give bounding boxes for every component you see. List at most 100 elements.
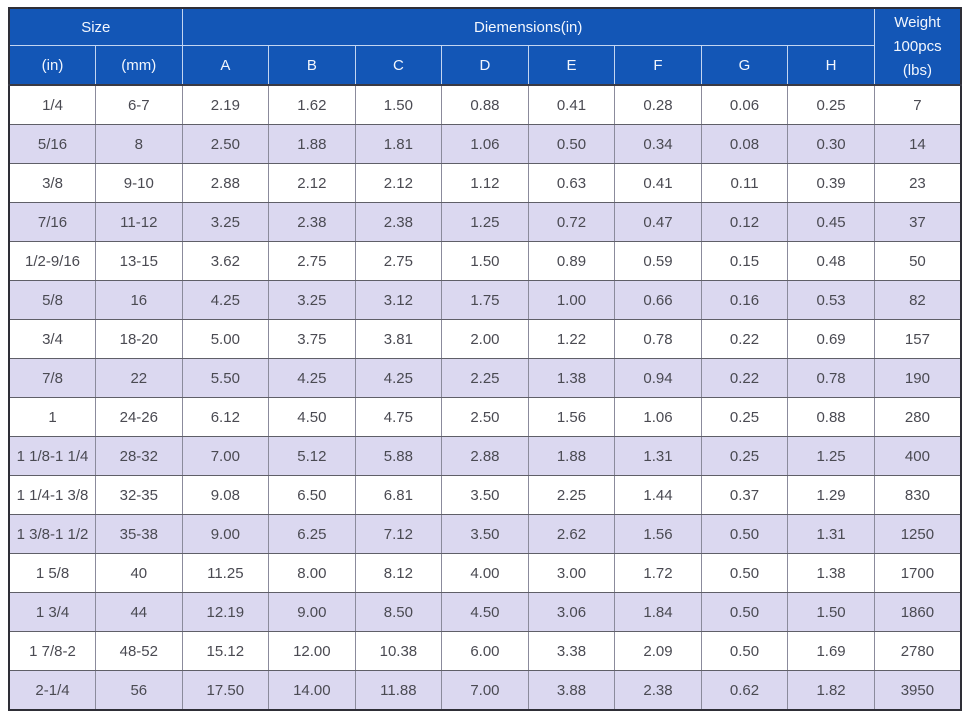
column-header-a: A [181, 45, 270, 86]
table-cell: 2.50 [441, 397, 529, 437]
table-cell: 2.50 [181, 124, 270, 164]
table-cell: 50 [873, 241, 962, 281]
table-cell: 2.62 [527, 514, 616, 554]
table-cell: 4.50 [268, 397, 356, 437]
table-cell: 1.12 [441, 163, 529, 203]
table-cell: 0.88 [787, 397, 875, 437]
table-cell: 0.22 [700, 319, 789, 359]
table-cell: 11-12 [95, 202, 183, 242]
table-cell: 3.50 [441, 514, 529, 554]
table-cell: 400 [873, 436, 962, 476]
table-cell: 1.72 [614, 553, 702, 593]
table-cell: 3.38 [527, 631, 616, 671]
table-cell: 4.75 [354, 397, 443, 437]
table-cell: 1.22 [527, 319, 616, 359]
table-cell: 2.09 [614, 631, 702, 671]
table-cell: 2.12 [354, 163, 443, 203]
table-cell: 1.25 [441, 202, 529, 242]
table-cell: 2-1/4 [8, 670, 97, 711]
table-cell: 2.88 [441, 436, 529, 476]
table-cell: 1.38 [527, 358, 616, 398]
table-cell: 2.00 [441, 319, 529, 359]
table-cell: 13-15 [95, 241, 183, 281]
table-cell: 4.50 [441, 592, 529, 632]
table-cell: 1.31 [787, 514, 875, 554]
table-cell: 9.08 [181, 475, 270, 515]
header-size: Size [8, 7, 183, 46]
table-row: 3/4 18-20 5.00 3.75 3.81 2.00 1.22 0.78 0.22 0.69… [8, 319, 962, 359]
table-cell: 0.50 [700, 631, 789, 671]
table-cell: 7/16 [8, 202, 97, 242]
table-cell: 6.50 [268, 475, 356, 515]
table-row: 1 24-26 6.12 4.50 4.75 2.50 1.56 1.06 0.25 0.88 28… [8, 397, 962, 437]
table-cell: 6-7 [95, 84, 183, 125]
table-cell: 0.63 [527, 163, 616, 203]
table-cell: 0.50 [700, 592, 789, 632]
column-header-f: F [614, 45, 702, 86]
table-row: 1/4 6-7 2.19 1.62 1.50 0.88 0.41 0.28 0.06 0.25 7 [8, 84, 962, 125]
table-cell: 0.89 [527, 241, 616, 281]
table-cell: 6.81 [354, 475, 443, 515]
header-weight: Weight 100pcs (lbs) [873, 7, 962, 86]
table-cell: 0.53 [787, 280, 875, 320]
table-cell: 7/8 [8, 358, 97, 398]
table-row: 1 7/8-2 48-52 15.12 12.00 10.38 6.00 3.38 2.09 0… [8, 631, 962, 671]
table-header: Size Diemensions(in) Weight 100pcs (lbs)… [8, 7, 962, 86]
table-cell: 8 [95, 124, 183, 164]
table-cell: 0.15 [700, 241, 789, 281]
table-cell: 0.72 [527, 202, 616, 242]
table-cell: 7 [873, 84, 962, 125]
column-header-d: D [441, 45, 529, 86]
table-cell: 0.25 [700, 436, 789, 476]
table-row: 5/16 8 2.50 1.88 1.81 1.06 0.50 0.34 0.08 0.30 14 [8, 124, 962, 164]
table-cell: 5.00 [181, 319, 270, 359]
table-cell: 17.50 [181, 670, 270, 711]
table-cell: 40 [95, 553, 183, 593]
table-cell: 0.94 [614, 358, 702, 398]
table-cell: 1.00 [527, 280, 616, 320]
table-cell: 1.29 [787, 475, 875, 515]
table-cell: 28-32 [95, 436, 183, 476]
table-cell: 830 [873, 475, 962, 515]
table-cell: 12.00 [268, 631, 356, 671]
table-cell: 5.50 [181, 358, 270, 398]
table-cell: 15.12 [181, 631, 270, 671]
table-cell: 23 [873, 163, 962, 203]
table-cell: 1.50 [441, 241, 529, 281]
table-cell: 2.75 [354, 241, 443, 281]
table-cell: 0.78 [614, 319, 702, 359]
table-cell: 1.44 [614, 475, 702, 515]
table-cell: 9.00 [181, 514, 270, 554]
table-row: 1 1/8-1 1/4 28-32 7.00 5.12 5.88 2.88 1.88 1.31… [8, 436, 962, 476]
table-cell: 1250 [873, 514, 962, 554]
table-cell: 9-10 [95, 163, 183, 203]
table-cell: 0.06 [700, 84, 789, 125]
table-cell: 8.50 [354, 592, 443, 632]
table-cell: 3.25 [181, 202, 270, 242]
table-cell: 24-26 [95, 397, 183, 437]
table-cell: 0.16 [700, 280, 789, 320]
table-cell: 3950 [873, 670, 962, 711]
table-cell: 0.11 [700, 163, 789, 203]
table-cell: 1.62 [268, 84, 356, 125]
table-cell: 14 [873, 124, 962, 164]
table-cell: 190 [873, 358, 962, 398]
table-cell: 6.00 [441, 631, 529, 671]
table-cell: 7.00 [441, 670, 529, 711]
column-header-c: C [354, 45, 443, 86]
table-cell: 0.69 [787, 319, 875, 359]
table-cell: 2.88 [181, 163, 270, 203]
table-cell: 1.06 [614, 397, 702, 437]
table-cell: 0.28 [614, 84, 702, 125]
table-cell: 0.41 [527, 84, 616, 125]
table-cell: 1 3/4 [8, 592, 97, 632]
column-header-g: G [700, 45, 789, 86]
table-cell: 3.88 [527, 670, 616, 711]
table-cell: 0.37 [700, 475, 789, 515]
table-cell: 3/4 [8, 319, 97, 359]
table-cell: 4.25 [354, 358, 443, 398]
table-cell: 2.75 [268, 241, 356, 281]
table-cell: 48-52 [95, 631, 183, 671]
table-cell: 6.25 [268, 514, 356, 554]
table-cell: 0.59 [614, 241, 702, 281]
